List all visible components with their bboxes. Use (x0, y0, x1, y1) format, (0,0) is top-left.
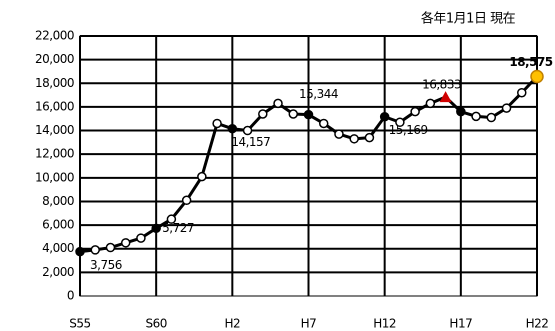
data-label: 15,344 (299, 87, 338, 101)
x-tick-label: H12 (373, 317, 396, 331)
y-tick-label: 8,000 (42, 194, 74, 208)
point-marker (486, 112, 497, 123)
point-marker (75, 246, 85, 257)
point-marker (303, 109, 314, 120)
y-tick-label: 20,000 (35, 52, 74, 66)
y-tick-label: 18,000 (35, 76, 74, 90)
x-tick-label: S55 (69, 317, 90, 331)
point-marker (288, 109, 299, 119)
data-label: 16,833 (422, 78, 461, 92)
data-label: 5,727 (162, 221, 194, 235)
point-marker (501, 103, 512, 113)
point-marker (410, 106, 420, 117)
point-marker (90, 245, 100, 255)
point-marker (530, 69, 544, 84)
y-tick-label: 6,000 (42, 218, 74, 232)
point-marker (258, 109, 268, 119)
chart-title: 各年1月1日 現在 (421, 11, 516, 27)
y-tick-label: 12,000 (35, 147, 74, 161)
point-marker (166, 214, 177, 224)
point-marker (181, 195, 192, 206)
point-marker (242, 125, 253, 136)
data-label: 15,169 (389, 123, 428, 137)
point-marker (273, 98, 283, 109)
y-tick-label: 0 (67, 289, 74, 303)
x-tick-label: H17 (449, 317, 472, 331)
point-marker (439, 91, 452, 103)
point-marker (227, 123, 238, 134)
point-marker (517, 87, 527, 98)
point-marker (456, 106, 466, 117)
point-marker (471, 111, 481, 122)
point-marker (212, 118, 222, 129)
data-label: 18,575 (509, 55, 552, 69)
point-marker (379, 111, 390, 122)
y-tick-label: 16,000 (35, 99, 74, 113)
point-marker (334, 129, 344, 139)
y-tick-label: 22,000 (35, 29, 74, 43)
data-label: 14,157 (231, 135, 270, 149)
point-marker (349, 134, 359, 144)
x-tick-label: H2 (224, 317, 240, 331)
point-marker (120, 238, 131, 248)
plot-border (79, 35, 538, 297)
point-marker (318, 118, 329, 129)
data-label: 3,756 (90, 258, 122, 272)
y-tick-label: 14,000 (35, 123, 74, 137)
y-tick-label: 2,000 (42, 265, 74, 279)
point-marker (395, 117, 405, 128)
x-tick-label: S60 (145, 317, 166, 331)
point-marker (364, 132, 375, 143)
point-marker (151, 223, 161, 234)
y-tick-label: 10,000 (35, 170, 74, 184)
point-marker (105, 242, 116, 253)
x-tick-label: H7 (301, 317, 317, 331)
point-marker (136, 233, 146, 243)
point-marker (425, 98, 436, 109)
point-marker (197, 171, 207, 182)
x-tick-label: H22 (526, 317, 549, 331)
y-tick-label: 4,000 (42, 241, 74, 255)
